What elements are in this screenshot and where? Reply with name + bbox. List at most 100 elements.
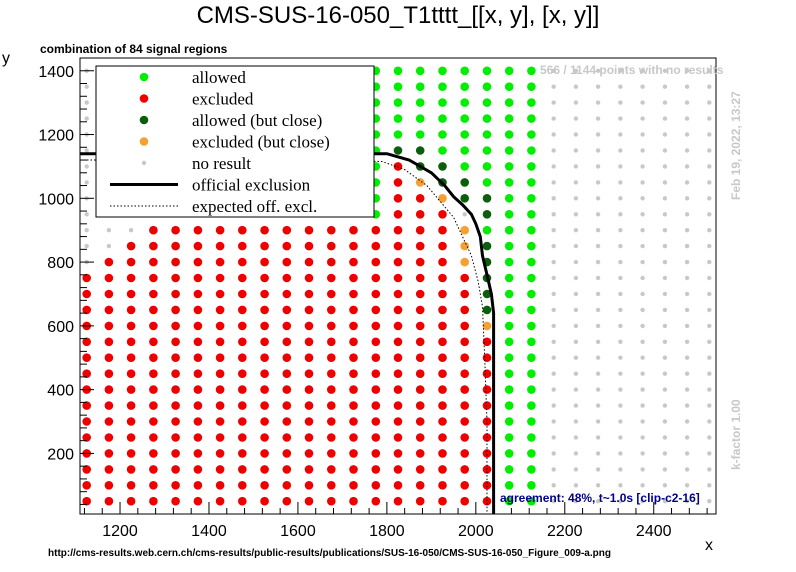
point-no-result <box>84 180 89 185</box>
point-excluded <box>438 210 447 219</box>
point-allowed-close <box>482 194 492 203</box>
point-excluded <box>393 210 403 219</box>
point-excluded <box>260 321 269 331</box>
point-no-result <box>573 148 579 153</box>
point-allowed <box>527 114 536 123</box>
point-excluded <box>327 417 336 426</box>
point-no-result <box>573 467 579 472</box>
point-excluded <box>393 257 403 267</box>
point-no-result <box>618 259 623 265</box>
point-no-result <box>551 148 556 153</box>
point-no-result <box>618 132 623 137</box>
point-excluded <box>215 273 225 283</box>
point-no-result <box>618 148 623 153</box>
point-no-result <box>618 212 623 217</box>
point-excluded <box>393 194 403 203</box>
legend-label: excluded (but close) <box>192 133 330 152</box>
point-excluded <box>82 401 91 410</box>
point-excluded <box>393 433 403 442</box>
point-no-result <box>707 323 712 329</box>
y-tick-label: 400 <box>47 383 74 400</box>
point-no-result <box>640 148 645 153</box>
point-no-result <box>595 259 601 265</box>
point-no-result <box>573 323 579 329</box>
point-allowed-close <box>482 210 492 219</box>
point-excluded <box>415 257 425 267</box>
point-excluded <box>393 241 403 251</box>
point-no-result <box>707 467 712 472</box>
point-no-result <box>662 148 668 153</box>
point-no-result <box>707 100 712 105</box>
point-allowed <box>393 66 403 76</box>
legend-label: allowed (but close) <box>192 111 322 130</box>
point-no-result <box>551 451 556 456</box>
point-allowed <box>527 162 536 171</box>
point-allowed <box>504 273 514 283</box>
point-allowed-close <box>438 162 447 171</box>
point-excluded <box>371 417 381 426</box>
point-excluded <box>415 401 425 410</box>
point-excluded <box>126 273 136 283</box>
point-excluded <box>371 353 381 363</box>
legend-label: expected off. excl. <box>192 197 317 216</box>
point-no-result <box>573 228 579 233</box>
point-no-result <box>595 148 601 153</box>
point-excluded <box>193 401 203 410</box>
point-excluded <box>327 369 336 379</box>
point-no-result <box>640 499 645 504</box>
x-tick-label: 2000 <box>458 523 494 540</box>
point-no-result <box>707 387 712 392</box>
point-no-result <box>707 259 712 265</box>
point-excluded <box>126 241 136 251</box>
point-no-result <box>640 275 645 281</box>
point-excluded <box>282 321 292 331</box>
point-no-result <box>618 291 623 297</box>
legend-label: no result <box>192 154 251 173</box>
point-excluded <box>327 465 336 474</box>
point-excluded <box>460 465 470 474</box>
point-excluded <box>460 417 470 426</box>
point-excluded <box>238 241 247 251</box>
point-excluded <box>149 241 158 251</box>
point-no-result <box>707 164 712 169</box>
point-excluded <box>438 417 447 426</box>
chart-subtitle: combination of 84 signal regions <box>40 42 228 56</box>
point-excluded <box>126 433 136 442</box>
point-excluded <box>460 401 470 410</box>
point-excluded <box>460 481 470 490</box>
point-no-result <box>551 212 556 217</box>
point-allowed <box>504 433 514 442</box>
point-excluded <box>304 225 314 235</box>
point-excluded <box>260 496 269 506</box>
point-allowed <box>527 241 536 251</box>
y-tick-label: 600 <box>47 319 74 336</box>
point-excluded <box>438 465 447 474</box>
point-excluded <box>238 496 247 506</box>
point-excluded <box>460 273 470 283</box>
point-excluded <box>193 225 203 235</box>
point-excluded <box>393 321 403 331</box>
point-excluded <box>460 496 470 506</box>
point-no-result <box>84 212 89 217</box>
point-excluded <box>82 353 91 363</box>
point-excluded <box>238 337 247 347</box>
point-excluded <box>238 417 247 426</box>
point-excluded <box>438 273 447 283</box>
point-excluded <box>193 257 203 267</box>
point-no-result <box>684 148 690 153</box>
point-no-result <box>662 323 668 329</box>
point-no-result <box>640 68 645 74</box>
point-allowed <box>527 417 536 426</box>
point-excluded-close <box>460 225 470 235</box>
point-excluded <box>304 321 314 331</box>
point-excluded <box>415 369 425 379</box>
point-no-result <box>595 371 601 376</box>
point-no-result <box>573 403 579 408</box>
point-excluded <box>126 481 136 490</box>
point-excluded <box>304 433 314 442</box>
point-allowed <box>460 82 470 91</box>
point-allowed <box>527 130 536 139</box>
point-excluded <box>327 433 336 442</box>
point-no-result <box>551 403 556 408</box>
